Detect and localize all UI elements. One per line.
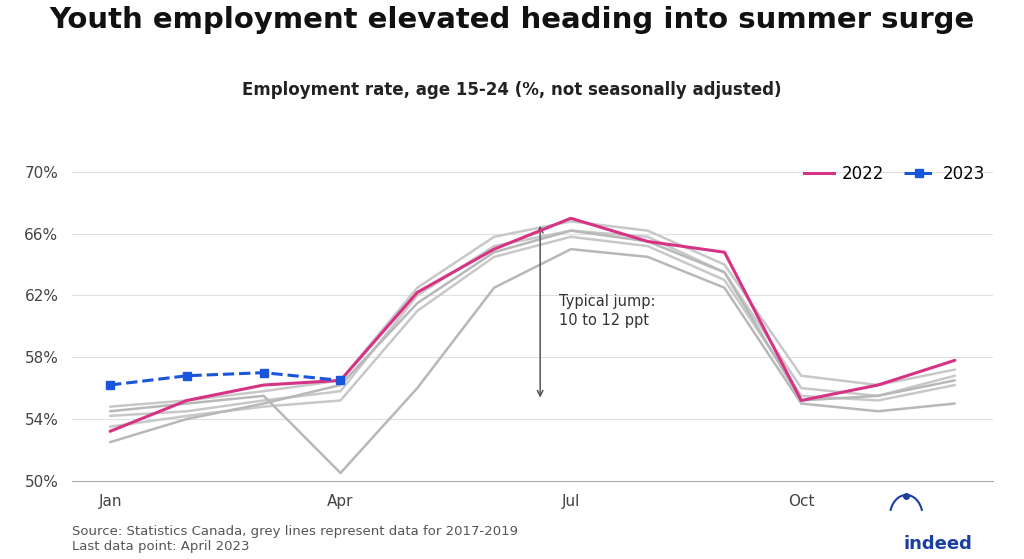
Text: Employment rate, age 15-24 (%, not seasonally adjusted): Employment rate, age 15-24 (%, not seaso… — [243, 81, 781, 99]
Text: indeed: indeed — [904, 536, 973, 553]
Text: Youth employment elevated heading into summer surge: Youth employment elevated heading into s… — [49, 6, 975, 34]
Text: Source: Statistics Canada, grey lines represent data for 2017-2019
Last data poi: Source: Statistics Canada, grey lines re… — [72, 525, 518, 553]
Legend: 2022, 2023: 2022, 2023 — [804, 165, 985, 183]
Text: Typical jump:
10 to 12 ppt: Typical jump: 10 to 12 ppt — [559, 293, 655, 328]
